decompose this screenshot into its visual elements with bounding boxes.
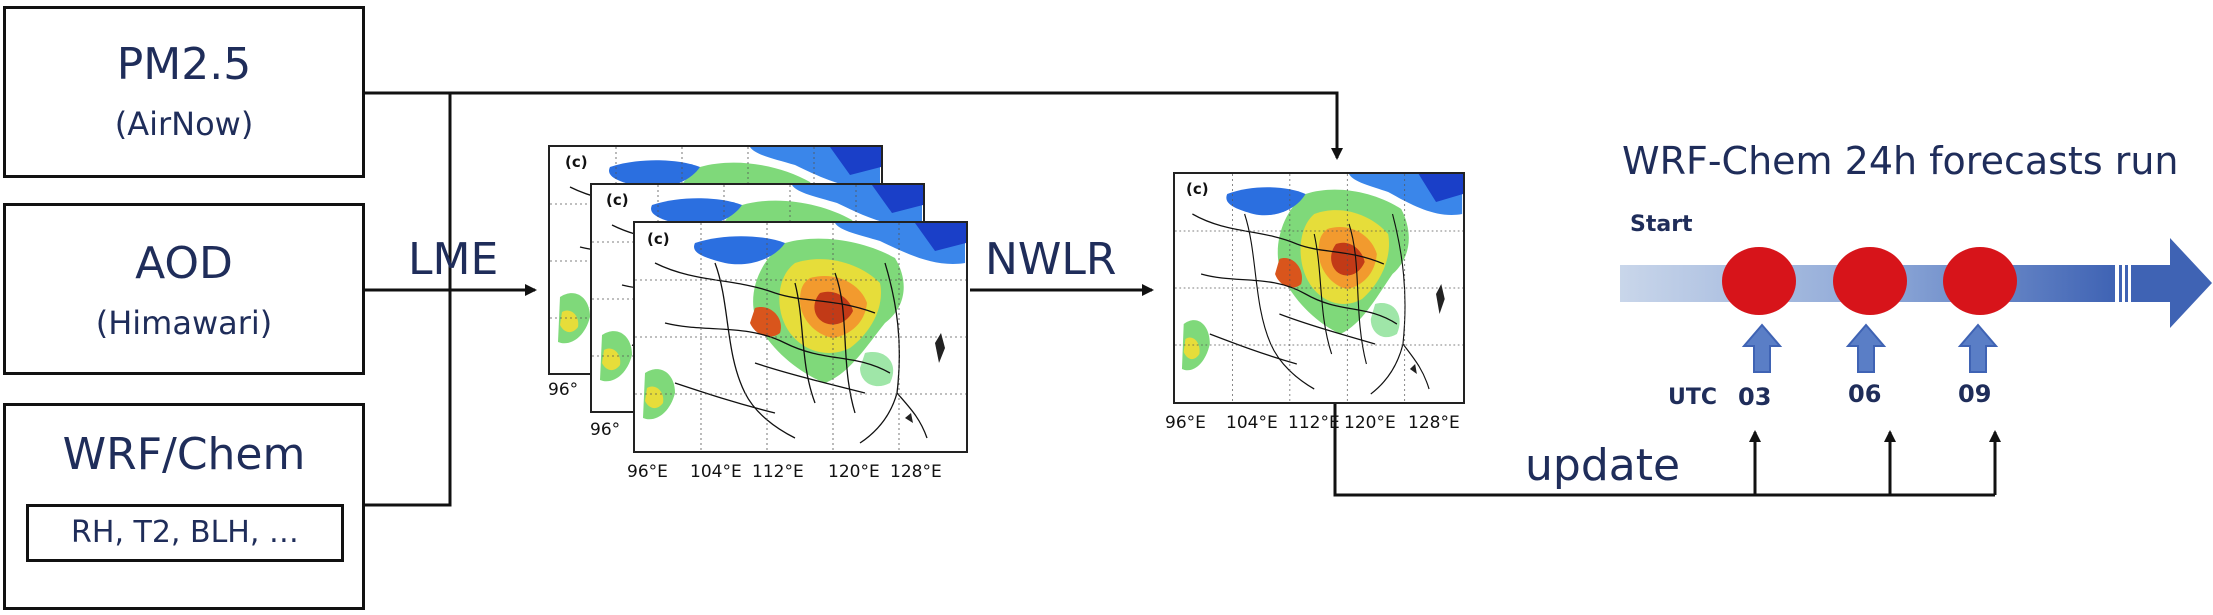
lme-label: LME — [408, 234, 499, 285]
analysis-lon-tick-96: 96°E — [1165, 413, 1206, 433]
analysis-lon-tick-128: 128°E — [1408, 413, 1460, 433]
front-lon-tick-128: 128°E — [890, 462, 942, 482]
analysis-lon-tick-120: 120°E — [1344, 413, 1396, 433]
pm25-title: PM2.5 — [116, 39, 252, 90]
front-lon-tick-112: 112°E — [752, 462, 804, 482]
analysis-lon-tick-112: 112°E — [1288, 413, 1340, 433]
utc-hour-03: 03 — [1738, 383, 1772, 411]
update-label: update — [1525, 440, 1681, 491]
aod-box: AOD (Himawari) — [3, 203, 365, 375]
utc-hour-09: 09 — [1958, 380, 1992, 408]
aod-source: (Himawari) — [95, 304, 273, 342]
wrf-variables-box: RH, T2, BLH, … — [26, 504, 344, 562]
panel-tag-middle: (c) — [606, 191, 629, 209]
utc-hour-06: 06 — [1848, 380, 1882, 408]
panel-tag-analysis: (c) — [1186, 180, 1209, 198]
map-image — [635, 223, 966, 451]
map-layer-front — [633, 221, 968, 453]
map-image — [1175, 174, 1463, 402]
front-lon-tick-96: 96°E — [627, 462, 668, 482]
wrf-chem-title: WRF/Chem — [62, 429, 306, 480]
update-line — [1333, 402, 1995, 497]
panel-tag-back: (c) — [565, 153, 588, 171]
wrf-chem-box: WRF/Chem RH, T2, BLH, … — [3, 403, 365, 610]
analysis-map — [1173, 172, 1465, 404]
front-lon-tick-104: 104°E — [690, 462, 742, 482]
start-label: Start — [1630, 212, 1693, 237]
utc-label: UTC — [1668, 385, 1718, 410]
middle-map-lon-tick: 96° — [590, 420, 621, 440]
pm25-to-analysis-arrow — [365, 91, 1343, 160]
input-trunk-line — [365, 93, 452, 507]
back-map-lon-tick: 96° — [548, 380, 579, 400]
aod-title: AOD — [135, 238, 233, 289]
pm25-source: (AirNow) — [114, 105, 254, 143]
front-lon-tick-120: 120°E — [828, 462, 880, 482]
nwlr-label: NWLR — [985, 234, 1117, 285]
panel-tag-front: (c) — [647, 230, 670, 248]
pm25-box: PM2.5 (AirNow) — [3, 6, 365, 178]
analysis-lon-tick-104: 104°E — [1226, 413, 1278, 433]
forecast-title: WRF-Chem 24h forecasts run — [1622, 139, 2179, 183]
